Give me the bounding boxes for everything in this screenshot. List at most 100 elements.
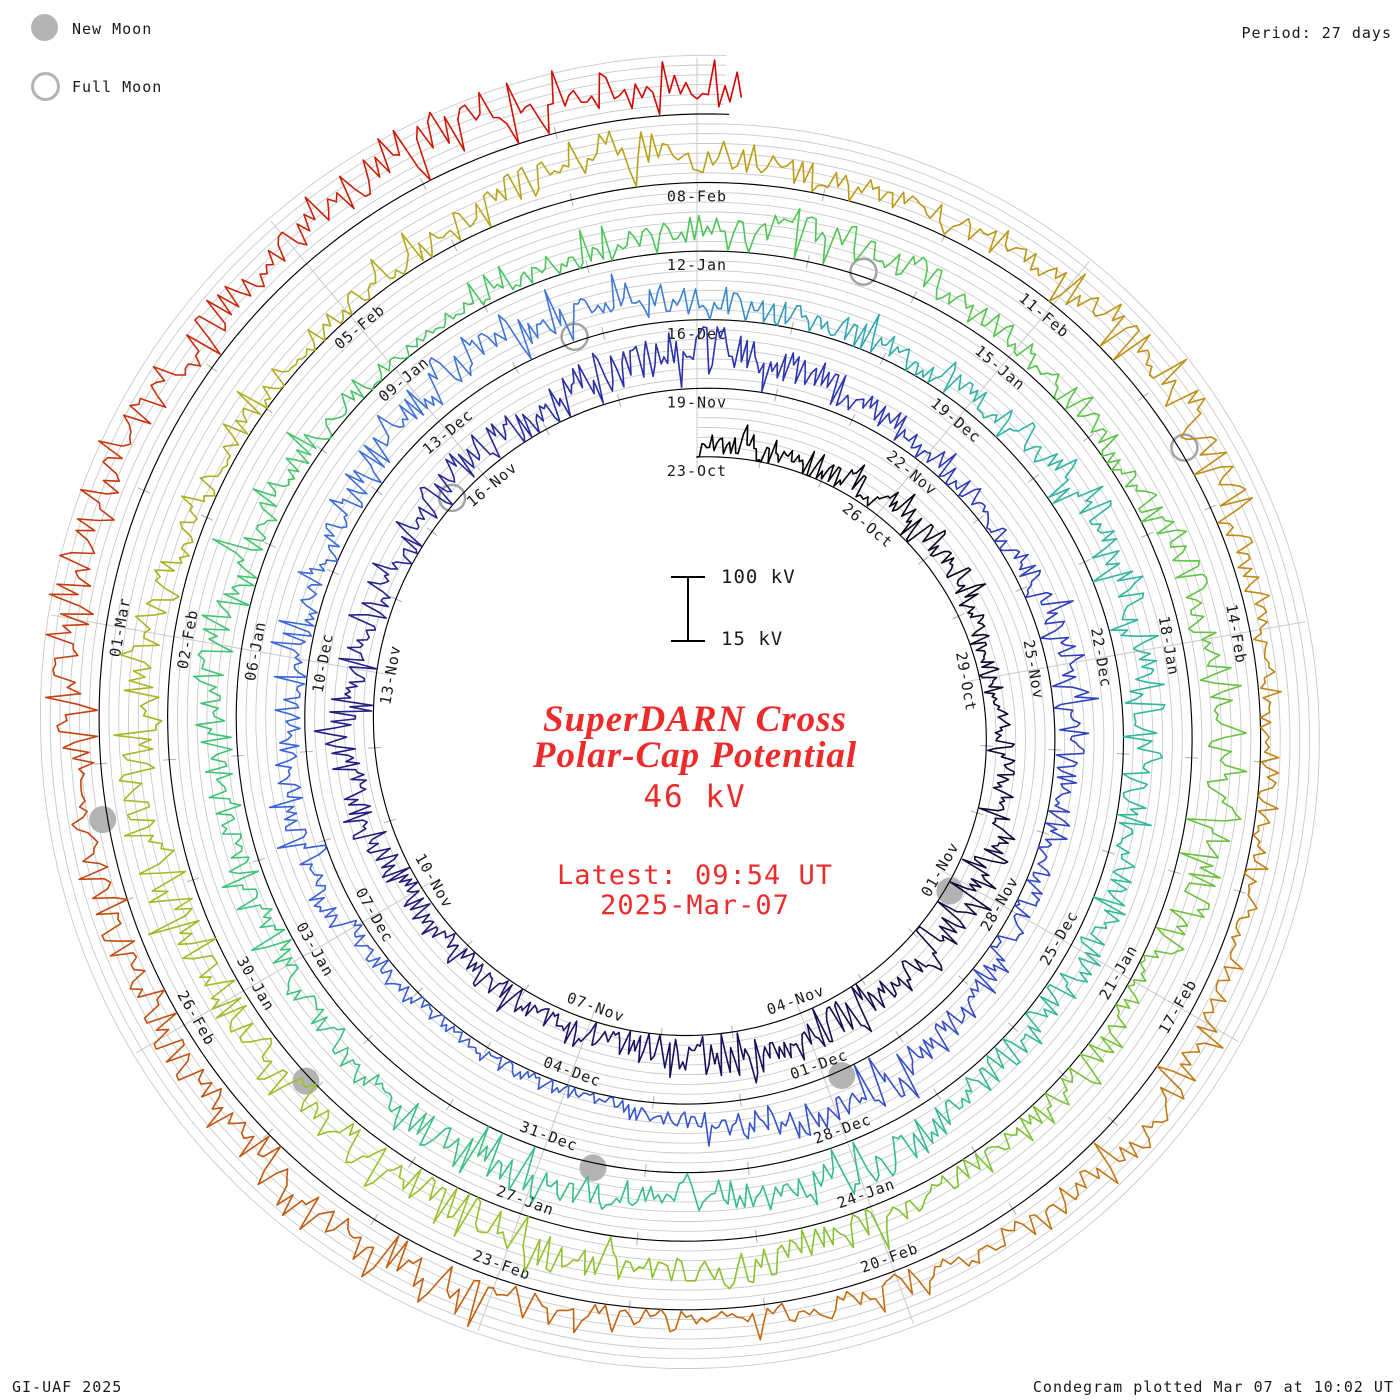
potential-trace-segment [1060, 654, 1085, 683]
potential-trace-segment [936, 1158, 970, 1190]
potential-trace-segment [1091, 538, 1121, 583]
ring-date-label: 25-Nov [1020, 638, 1048, 700]
potential-trace-segment [808, 454, 835, 482]
potential-trace-segment [987, 737, 1016, 762]
potential-trace-segment [374, 129, 432, 181]
potential-trace-segment [501, 1285, 544, 1319]
potential-trace-segment [1079, 1142, 1126, 1185]
potential-trace-segment [1207, 714, 1248, 753]
potential-trace-segment [453, 336, 474, 383]
potential-trace-segment [1029, 252, 1068, 303]
potential-trace-segment [497, 265, 537, 291]
potential-trace-segment [1025, 584, 1058, 606]
potential-trace-segment [201, 600, 232, 637]
potential-trace-segment [799, 305, 829, 333]
potential-trace-segment [343, 819, 387, 841]
potential-trace-segment [299, 1196, 350, 1233]
potential-trace-segment [412, 1265, 461, 1303]
potential-trace-segment [774, 207, 813, 259]
potential-trace-segment [372, 1235, 423, 1287]
potential-trace-segment [497, 1060, 529, 1080]
potential-trace-segment [1223, 936, 1244, 982]
potential-trace-segment [600, 225, 635, 261]
potential-trace-segment [1186, 436, 1228, 476]
potential-trace-segment [1018, 561, 1042, 586]
potential-trace-segment [1236, 541, 1260, 586]
potential-trace-segment [835, 375, 865, 411]
potential-trace-segment [241, 249, 286, 288]
ring-date-label: 04-Dec [541, 1053, 604, 1090]
potential-trace-segment [422, 312, 447, 342]
potential-trace-segment [457, 91, 508, 125]
potential-trace-segment [457, 434, 491, 469]
potential-trace-segment [563, 1020, 592, 1048]
potential-trace-segment [1189, 1012, 1224, 1053]
potential-trace-segment [906, 523, 946, 543]
potential-trace-segment [1112, 844, 1136, 884]
potential-trace-segment [561, 364, 595, 395]
potential-trace-segment [123, 788, 156, 828]
potential-trace-segment [1046, 372, 1078, 402]
radial-spoke [135, 881, 433, 1054]
potential-trace-segment [363, 425, 391, 468]
potential-trace-segment [1185, 785, 1242, 822]
potential-trace-segment [325, 400, 348, 436]
potential-trace-segment [396, 535, 418, 565]
potential-trace-segment [1078, 932, 1105, 967]
potential-trace-segment [372, 561, 399, 584]
potential-trace-segment [303, 192, 355, 221]
potential-trace-segment [1156, 1051, 1197, 1100]
potential-trace-segment [768, 1041, 792, 1060]
potential-trace-segment [338, 646, 378, 675]
potential-trace-segment [601, 1096, 630, 1113]
potential-trace-segment [331, 1036, 361, 1067]
potential-trace-segment [338, 156, 381, 210]
potential-trace-segment [1044, 1067, 1074, 1106]
potential-trace-segment [1164, 389, 1206, 441]
potential-trace-segment [341, 379, 376, 403]
potential-trace-segment [372, 957, 393, 985]
potential-trace-segment [485, 423, 507, 459]
potential-trace-segment [198, 1078, 224, 1128]
potential-trace-segment [134, 599, 174, 634]
potential-trace-segment [44, 674, 98, 722]
potential-trace-segment [653, 1034, 679, 1078]
potential-trace-segment [285, 449, 310, 486]
potential-trace-segment [998, 540, 1029, 563]
potential-trace-segment [927, 361, 962, 393]
full-moon-marker [560, 322, 589, 352]
potential-trace-segment [923, 203, 961, 235]
potential-trace-segment [193, 667, 224, 705]
potential-trace-segment [1148, 358, 1188, 407]
potential-trace-segment [206, 278, 252, 325]
potential-trace-segment [472, 961, 494, 987]
potential-trace-segment [243, 507, 278, 542]
potential-trace-segment [959, 217, 998, 254]
potential-trace-segment [1175, 573, 1208, 611]
potential-trace-segment [471, 332, 508, 355]
potential-trace-segment [978, 801, 1011, 825]
potential-trace-segment [367, 581, 391, 608]
potential-trace-segment [971, 501, 989, 525]
potential-trace-segment [969, 633, 990, 657]
potential-trace-segment [932, 1099, 961, 1137]
potential-trace-segment [900, 1118, 939, 1159]
scale-bottom-label: 15 kV [721, 628, 784, 650]
potential-trace-segment [235, 390, 272, 423]
ring-date-label: 16-Dec [667, 325, 727, 343]
potential-trace-segment [927, 533, 952, 564]
potential-trace-segment [212, 536, 264, 579]
potential-trace-segment [591, 352, 614, 404]
potential-trace-segment [608, 130, 653, 188]
ring-date-label: 23-Oct [667, 462, 727, 480]
potential-trace-segment [679, 59, 726, 108]
potential-trace-segment [1187, 609, 1217, 644]
potential-trace-segment [1037, 838, 1068, 861]
potential-trace-segment [496, 988, 532, 1013]
potential-trace-segment [755, 439, 778, 465]
potential-trace-segment [1054, 783, 1072, 813]
potential-trace-segment [200, 736, 233, 773]
potential-trace-segment [221, 870, 259, 899]
potential-trace-segment [653, 1173, 689, 1204]
